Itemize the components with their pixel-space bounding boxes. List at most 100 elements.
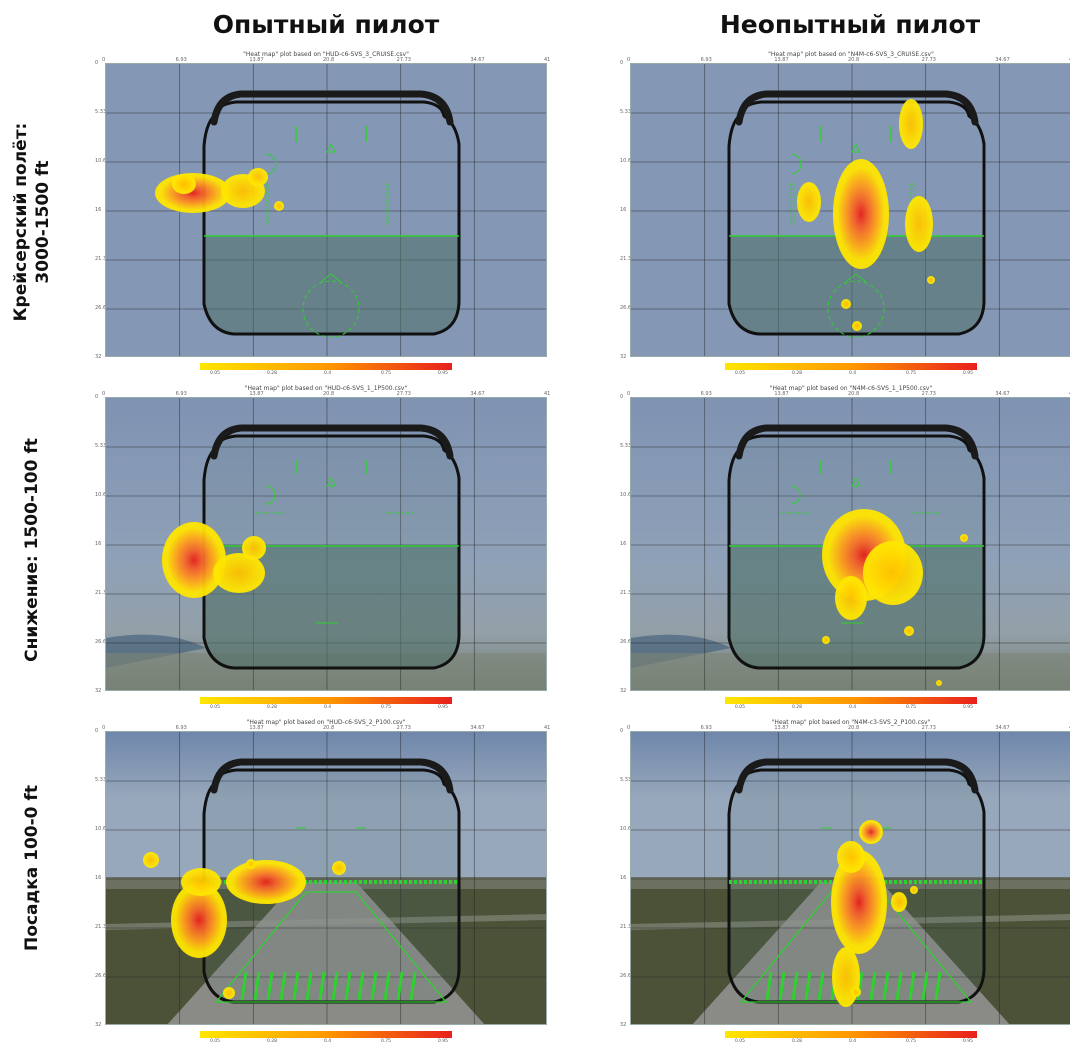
row-label-line: 3000-1500 ft bbox=[33, 160, 53, 284]
colorbar-tick-label: 0.28 bbox=[267, 705, 278, 710]
x-tick-label: 27.73 bbox=[396, 391, 411, 397]
colorbar-tick-label: 0.4 bbox=[849, 705, 857, 710]
heat-blob bbox=[927, 276, 935, 284]
y-tick-label: 0 bbox=[620, 728, 624, 734]
x-tick-label: 34.67 bbox=[470, 57, 485, 63]
y-tick-label: 0 bbox=[95, 394, 99, 400]
heat-blob bbox=[910, 886, 918, 894]
x-tick-label: 34.67 bbox=[995, 57, 1010, 63]
colorbar-tick-label: 0.75 bbox=[381, 371, 392, 376]
hud-frame-top bbox=[210, 424, 454, 460]
heat-blob bbox=[891, 892, 907, 912]
heat-blob bbox=[835, 576, 867, 620]
heat-blob bbox=[223, 987, 235, 999]
colorbar-tick-label: 0.28 bbox=[267, 1039, 278, 1044]
y-tick-label: 32 bbox=[95, 688, 102, 694]
y-tick-label: 16 bbox=[620, 875, 627, 881]
hud-frame-top bbox=[210, 758, 454, 794]
x-tick-label: 13.87 bbox=[774, 57, 789, 63]
heat-blob bbox=[332, 861, 346, 875]
colorbar-tick-label: 0.75 bbox=[906, 705, 917, 710]
y-tick-label: 21.33 bbox=[620, 256, 635, 262]
x-tick-label: 41 bbox=[544, 725, 551, 731]
heatmap-panel bbox=[630, 63, 1070, 357]
colorbar bbox=[200, 1031, 452, 1038]
colorbar-tick-label: 0.28 bbox=[792, 705, 803, 710]
x-tick-label: 41 bbox=[544, 391, 551, 397]
hud-frame bbox=[727, 434, 986, 670]
x-tick-label: 34.67 bbox=[995, 391, 1010, 397]
colorbar-tick-label: 0.28 bbox=[792, 371, 803, 376]
heat-blob bbox=[960, 534, 968, 542]
colorbar-tick-label: 0.28 bbox=[792, 1039, 803, 1044]
heat-blob bbox=[226, 860, 306, 904]
y-tick-label: 32 bbox=[620, 688, 627, 694]
colorbar-tick-label: 0.05 bbox=[210, 705, 221, 710]
heat-blob bbox=[859, 820, 883, 844]
x-tick-label: 13.87 bbox=[774, 725, 789, 731]
x-tick-label: 20.8 bbox=[848, 725, 860, 731]
colorbar-tick-label: 0.75 bbox=[906, 1039, 917, 1044]
colorbar-tick-label: 0.05 bbox=[210, 1039, 221, 1044]
x-tick-label: 0 bbox=[627, 391, 631, 397]
colorbar bbox=[725, 363, 977, 370]
heat-blob bbox=[242, 536, 266, 560]
heat-blob bbox=[248, 168, 268, 186]
row-label-line: Крейсерский полёт: bbox=[11, 122, 31, 322]
x-tick-label: 13.87 bbox=[774, 391, 789, 397]
heat-blob bbox=[274, 201, 284, 211]
y-tick-label: 0 bbox=[95, 60, 99, 66]
x-tick-label: 20.8 bbox=[323, 57, 335, 63]
colorbar-tick-label: 0.95 bbox=[963, 371, 974, 376]
y-tick-label: 21.33 bbox=[620, 924, 635, 930]
colorbar-tick-label: 0.95 bbox=[963, 1039, 974, 1044]
colorbar bbox=[725, 697, 977, 704]
heat-blob bbox=[172, 174, 196, 194]
y-tick-label: 10.67 bbox=[95, 492, 110, 498]
y-tick-label: 16 bbox=[620, 207, 627, 213]
colorbar-tick-label: 0.28 bbox=[267, 371, 278, 376]
panel-title: "Heat map" plot based on "N4M-c3-SVS_2_P… bbox=[771, 719, 931, 726]
heat-blob bbox=[841, 299, 851, 309]
y-tick-label: 0 bbox=[620, 60, 624, 66]
y-tick-label: 10.67 bbox=[620, 158, 635, 164]
x-tick-label: 20.8 bbox=[323, 725, 335, 731]
y-tick-label: 26.67 bbox=[95, 305, 110, 311]
hud-frame-top bbox=[735, 758, 979, 794]
colorbar-tick-label: 0.4 bbox=[849, 371, 857, 376]
column-title-experienced: Опытный пилот bbox=[212, 10, 440, 39]
y-tick-label: 10.67 bbox=[95, 826, 110, 832]
x-tick-label: 6.93 bbox=[175, 391, 187, 397]
heatmap-panel bbox=[105, 397, 547, 691]
heat-blob bbox=[831, 850, 887, 954]
x-tick-label: 13.87 bbox=[249, 57, 264, 63]
panel-title: "Heat map" plot based on "HUD-c6-SVS_1_1… bbox=[244, 385, 408, 392]
heat-blob bbox=[181, 868, 221, 896]
row-label-cruise: Крейсерский полёт: 3000-1500 ft bbox=[10, 123, 54, 322]
row-label-line: Посадка 100-0 ft bbox=[22, 785, 42, 951]
heat-blob bbox=[213, 553, 265, 593]
y-tick-label: 10.67 bbox=[620, 826, 635, 832]
heat-blob bbox=[837, 841, 865, 873]
hud-frame bbox=[727, 768, 986, 1004]
x-tick-label: 27.73 bbox=[396, 57, 411, 63]
row-label-landing: Посадка 100-0 ft bbox=[21, 785, 43, 951]
x-tick-label: 41 bbox=[544, 57, 551, 63]
colorbar-tick-label: 0.4 bbox=[324, 1039, 332, 1044]
colorbar-tick-label: 0.75 bbox=[381, 705, 392, 710]
panel-title: "Heat map" plot based on "N4M-c6-SVS_1_1… bbox=[769, 385, 933, 392]
heat-blob bbox=[833, 159, 889, 269]
x-tick-label: 20.8 bbox=[323, 391, 335, 397]
x-tick-label: 27.73 bbox=[921, 57, 936, 63]
hud-frame bbox=[727, 100, 986, 336]
heat-blob bbox=[851, 987, 861, 997]
y-tick-label: 5.33 bbox=[95, 443, 107, 449]
x-tick-label: 6.93 bbox=[700, 391, 712, 397]
y-tick-label: 21.33 bbox=[95, 924, 110, 930]
y-tick-label: 0 bbox=[620, 394, 624, 400]
x-tick-label: 6.93 bbox=[175, 57, 187, 63]
x-tick-label: 6.93 bbox=[700, 725, 712, 731]
x-tick-label: 0 bbox=[627, 725, 631, 731]
row-label-descent: Снижение: 1500-100 ft bbox=[21, 438, 43, 662]
y-tick-label: 5.33 bbox=[95, 109, 107, 115]
